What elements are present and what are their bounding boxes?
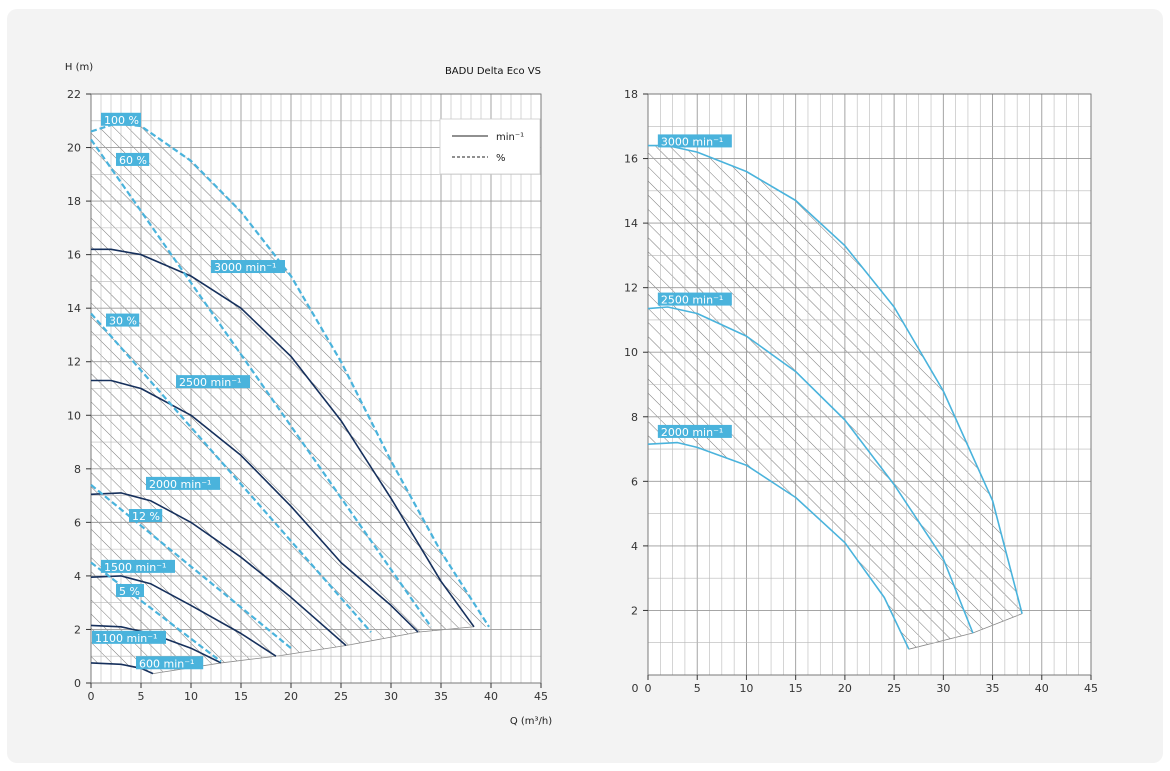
x-axis-label: Q (m³/h) [510,716,552,727]
series-label-1500-min: 1500 min⁻¹ [104,561,166,574]
y-tick-label: 16 [624,153,638,166]
x-tick-label: 35 [434,690,448,703]
series-label-box-30 [106,313,140,327]
series-label-box-2000-min [146,476,220,490]
series-line-600-min [90,662,154,675]
end-curve-boundary [908,613,1023,650]
y-tick-label: 6 [74,516,81,529]
series-line-60 [90,138,432,628]
plot-frame [90,93,542,684]
y-tick-label: 4 [631,540,638,553]
x-tick-label: 30 [384,690,398,703]
legend-box [439,118,541,175]
x-tick-label: 35 [986,682,1000,695]
operating-range-hatch [648,145,1023,650]
series-line-3000-min [648,144,1023,614]
y-tick-label: 12 [67,356,81,369]
series-line-2500-min [647,306,974,634]
chart-left: 0 5 10 15 20 25 30 35 40 45 0 2 4 6 8 10 12 14 16 18 20 22 H (… [65,62,552,727]
x-tick-label: 25 [887,682,901,695]
x-tick-label: 45 [1084,682,1098,695]
series-label-box-2500-min [657,292,732,306]
series-line-2500-min [91,379,419,633]
series-line-1500-min [90,575,277,657]
x-tick-label: 45 [534,690,548,703]
grid [647,93,1092,676]
series-label-box-1100-min [92,630,166,644]
y-tick-label: 10 [67,409,81,422]
series-label-3000-min: 3000 min⁻¹ [661,135,723,148]
series-label-box-5 [116,583,144,597]
x-tick-label: 20 [284,690,298,703]
series-label-2500-min: 2500 min⁻¹ [179,376,241,389]
series-label-1100-min: 1100 min⁻¹ [95,632,157,645]
x-tick-label: 25 [334,690,348,703]
series-label-box-12 [129,509,163,523]
series-label-box-100 [101,112,141,126]
y-tick-label: 8 [74,463,81,476]
y-tick-label: 4 [74,570,81,583]
legend: min⁻¹% [439,118,541,175]
y-tick-label: 6 [631,475,638,488]
x-tick-label: 20 [838,682,852,695]
y-axis-label: H (m) [65,62,93,73]
series-label-60: 60 % [119,154,147,167]
series-line-3000-min [91,248,475,628]
legend-label-dashed: % [496,153,506,164]
x-tick-label: 15 [234,690,248,703]
x-tick-label: 30 [936,682,950,695]
series-label-box-600-min [136,656,204,670]
x-tick-label: 0 [645,682,652,695]
y-tick-label: 8 [631,411,638,424]
x-tick-label: 15 [789,682,803,695]
y-tick-label: 18 [624,88,638,101]
y-tick-label: 16 [67,249,81,262]
series-label-box-2000-min [657,424,732,438]
origin-label: 0 [632,682,639,695]
series-label-2000-min: 2000 min⁻¹ [149,478,211,491]
x-tick-label: 40 [1035,682,1049,695]
y-tick-label: 20 [67,142,81,155]
x-tick-label: 5 [138,690,145,703]
series-label-box-60 [116,152,150,166]
x-tick-label: 10 [184,690,198,703]
series-label-box-3000-min [657,134,732,148]
operating-range-hatch [91,123,489,674]
series-label-12: 12 % [132,510,160,523]
series-line-12 [90,484,292,650]
y-tick-label: 2 [631,604,638,617]
series-line-30 [90,312,372,633]
plot-frame [647,93,1092,676]
chart-right: 0 5 10 15 20 25 30 35 40 45 2 4 6 8 10 12 14 16 18 0 3000 mi… [624,88,1098,695]
x-tick-label: 40 [484,690,498,703]
chart-title: BADU Delta Eco VS [445,66,541,77]
series-line-2000-min [647,441,910,650]
x-tick-label: 0 [88,690,95,703]
y-tick-label: 0 [74,677,81,690]
y-tick-label: 22 [67,88,81,101]
x-tick-label: 10 [739,682,753,695]
y-tick-label: 2 [74,623,81,636]
series-label-5: 5 % [119,585,140,598]
series-label-30: 30 % [109,315,137,328]
x-tick-label: 5 [694,682,701,695]
y-tick-label: 10 [624,346,638,359]
series-label-2500-min: 2500 min⁻¹ [661,294,723,307]
series-label-box-1500-min [101,559,175,573]
y-tick-label: 12 [624,282,638,295]
series-label-box-2500-min [176,375,250,389]
series-line-2000-min [90,492,347,647]
series-label-box-3000-min [211,260,285,274]
y-tick-label: 14 [624,217,638,230]
series-label-600-min: 600 min⁻¹ [139,657,194,670]
y-tick-label: 14 [67,302,81,315]
series-label-3000-min: 3000 min⁻¹ [214,261,276,274]
series-label-2000-min: 2000 min⁻¹ [661,426,723,439]
legend-label-solid: min⁻¹ [496,132,524,143]
series-line-5 [90,561,222,663]
y-tick-label: 18 [67,195,81,208]
series-label-100: 100 % [104,114,139,127]
